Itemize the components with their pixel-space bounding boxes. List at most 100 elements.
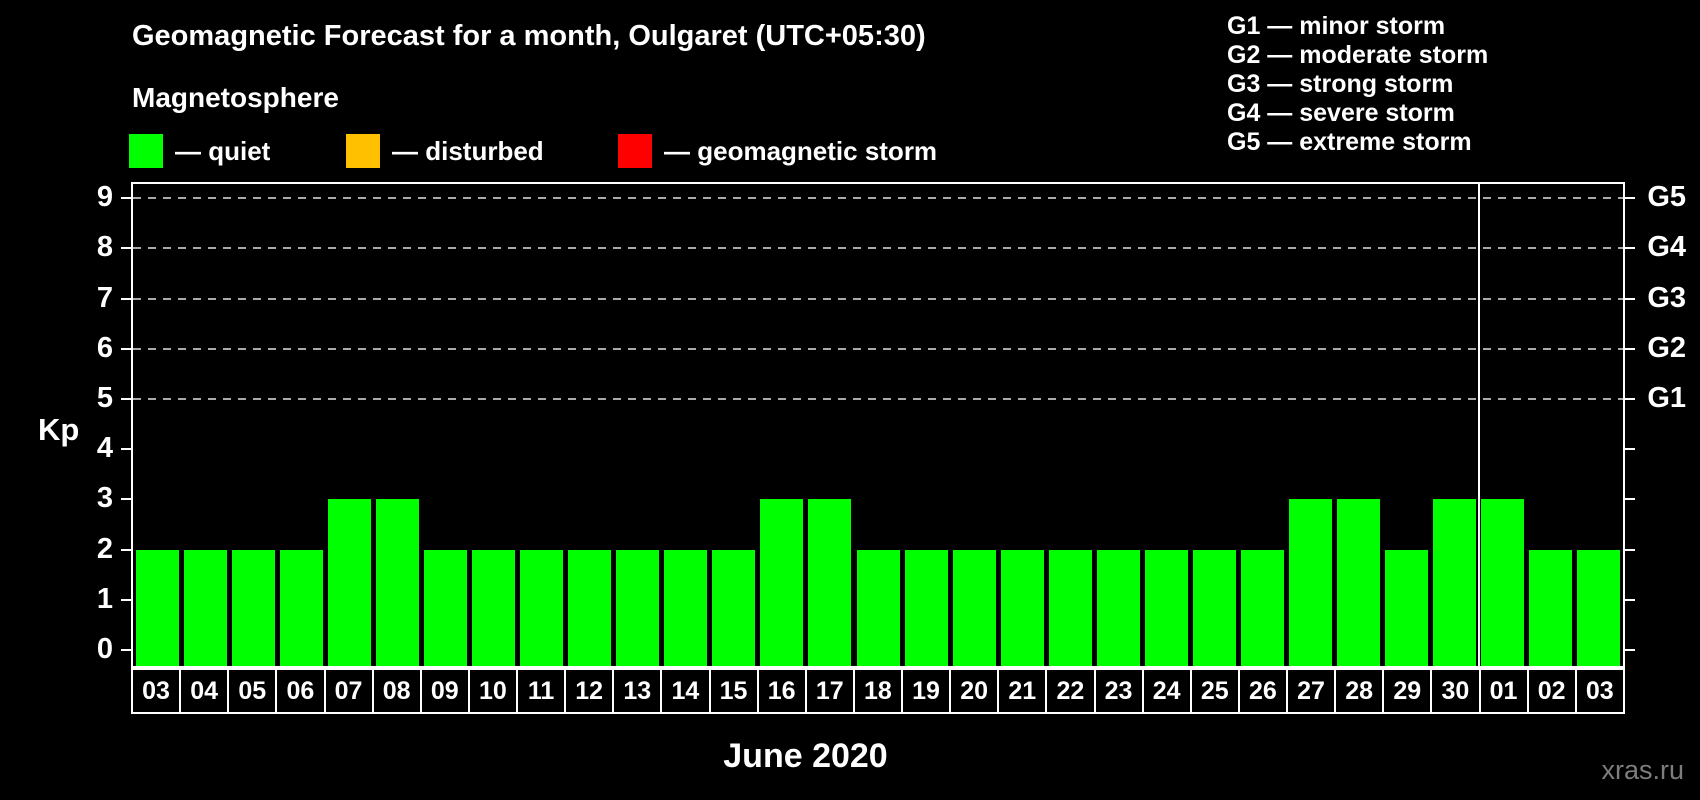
gridline-kp7 [133,297,1623,300]
y-axis-tick-label: 6 [96,331,113,364]
date-cell: 24 [1141,668,1192,714]
kp-bar [1096,549,1140,666]
kp-bar [1241,549,1285,666]
kp-bar [375,499,419,666]
date-cell: 13 [612,668,663,714]
y-axis-tick-right [1625,297,1635,300]
y-axis-tick-label: 5 [96,382,113,414]
y-axis-tick-right [1625,598,1635,601]
date-cell: 12 [564,668,615,714]
date-cell: 06 [275,668,326,714]
kp-bar [664,549,708,666]
legend-label-storm: — geomagnetic storm [664,135,938,166]
date-cell: 19 [901,668,952,714]
date-cell: 08 [371,668,422,714]
date-cell: 11 [516,668,567,714]
storm-legend-line-g2: G2 — moderate storm [1227,41,1489,69]
y-axis-tick-left [121,247,131,250]
y-axis-tick-right [1625,548,1635,551]
y-axis-tick-left [121,598,131,601]
g-scale-label-g5: G5 [1647,181,1686,214]
storm-legend-line-g5: G5 — extreme storm [1227,128,1472,156]
watermark: xras.ru [1601,755,1684,785]
legend-item-disturbed: — disturbed [346,134,544,168]
storm-color-swatch-icon [618,134,652,168]
month-separator-line [1477,184,1480,666]
date-cell: 17 [804,668,855,714]
date-cell: 07 [323,668,374,714]
date-cell: 28 [1334,668,1385,714]
date-cell: 14 [660,668,711,714]
date-cell: 15 [708,668,759,714]
gridline-kp5 [133,398,1623,400]
storm-legend-line-g4: G4 — severe storm [1227,99,1455,127]
kp-bar [520,549,564,666]
y-axis-tick-left [121,548,131,551]
legend-label-quiet: — quiet [175,135,271,166]
g-scale-label-g3: G3 [1647,281,1686,314]
storm-legend-line-g3: G3 — strong storm [1227,70,1454,98]
y-axis-tick-left [121,448,131,451]
g-scale-label-g2: G2 [1647,331,1686,364]
x-axis-month-label: June 2020 [723,737,888,775]
kp-bar [1433,499,1477,666]
date-cell: 23 [1093,668,1144,714]
y-axis-tick-label: 3 [96,482,113,515]
x-axis-date-row: 03 04 05 06 07 08 09 10 11 12 13 14 15 16 17 18 19 20 21 22… [131,668,1625,714]
date-cell: 22 [1045,668,1096,714]
date-cell: 03 [131,668,182,714]
kp-bar [1144,549,1188,666]
kp-bar [135,549,179,666]
date-cell: 10 [467,668,518,714]
y-axis-tick-right [1625,247,1635,250]
date-cell: 30 [1430,668,1481,714]
disturbed-color-swatch-icon [346,134,380,168]
legend-label-disturbed: — disturbed [392,135,544,166]
y-axis-tick-label: 4 [96,432,113,465]
y-axis-label: Kp [38,412,80,447]
date-cell: 27 [1286,668,1337,714]
y-axis-tick-right [1625,398,1635,400]
y-axis-tick-right [1625,498,1635,501]
kp-bar [568,549,612,666]
date-cell: 26 [1237,668,1288,714]
y-axis-tick-label: 8 [96,231,113,264]
y-axis-tick-left [121,649,131,651]
y-axis-tick-label: 1 [96,582,113,615]
y-axis-tick-right [1625,448,1635,451]
date-cell: 21 [997,668,1048,714]
kp-bar [279,549,323,666]
y-axis-tick-left [121,498,131,501]
date-cell: 16 [756,668,807,714]
storm-scale-legend: G1 — minor storm G2 — moderate storm G3 — … [1227,12,1488,157]
kp-bar [952,549,996,666]
gridline-kp8 [133,247,1623,250]
legend-item-storm: — geomagnetic storm [618,134,937,168]
kp-bar [1048,549,1092,666]
kp-bar [904,549,948,666]
y-axis-tick-label: 2 [96,532,113,565]
date-cell: 05 [227,668,278,714]
date-cell: 04 [179,668,230,714]
y-axis-tick-right [1625,347,1635,350]
kp-bar [712,549,756,666]
y-axis-tick-left [121,398,131,400]
kp-bar [183,549,227,666]
kp-bar [1337,499,1381,666]
chart-title: Geomagnetic Forecast for a month, Oulgar… [132,20,926,52]
date-cell: 03 [1574,668,1625,714]
g-scale-label-g4: G4 [1647,231,1686,264]
kp-bar [471,549,515,666]
quiet-color-swatch-icon [129,134,163,168]
kp-bar [1481,499,1525,666]
date-cell: 01 [1478,668,1529,714]
date-cell: 29 [1382,668,1433,714]
date-cell: 02 [1526,668,1577,714]
gridline-kp9 [133,197,1623,200]
kp-bar [1192,549,1236,666]
kp-bar [1577,549,1621,666]
gridline-kp6 [133,347,1623,350]
plot-area: 0 1 2 3 4 5 6 7 8 9 G1 G2 G3 G4 G5 [97,182,1686,668]
kp-bar [1529,549,1573,666]
